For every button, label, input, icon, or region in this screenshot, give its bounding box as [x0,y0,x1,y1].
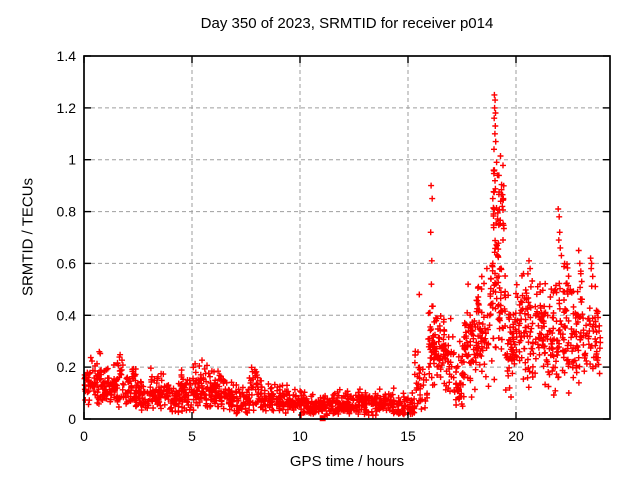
y-tick-label: 0.2 [57,359,77,375]
x-tick-label: 15 [400,428,416,444]
y-tick-label: 0.6 [57,255,77,271]
x-tick-label: 5 [188,428,196,444]
y-tick-label: 1.2 [57,100,77,116]
grid-lines [84,56,610,419]
plot-border [83,55,611,420]
tick-labels: 0 5 10 15 20 0 0.2 0.4 0.6 0.8 1 1.2 1.4 [57,48,524,444]
chart-title: Day 350 of 2023, SRMTID for receiver p01… [200,15,494,32]
x-tick-label: 0 [80,428,88,444]
x-tick-label: 10 [292,428,308,444]
x-axis-label: GPS time / hours [289,453,405,470]
y-tick-label: 0.4 [57,307,77,323]
data-points [81,91,604,422]
x-tick-label: 20 [508,428,524,444]
y-tick-label: 0.8 [57,204,77,220]
y-tick-label: 1.4 [57,48,77,64]
axis-ticks [83,55,610,420]
y-tick-label: 0 [68,411,76,427]
y-tick-label: 1 [68,152,76,168]
